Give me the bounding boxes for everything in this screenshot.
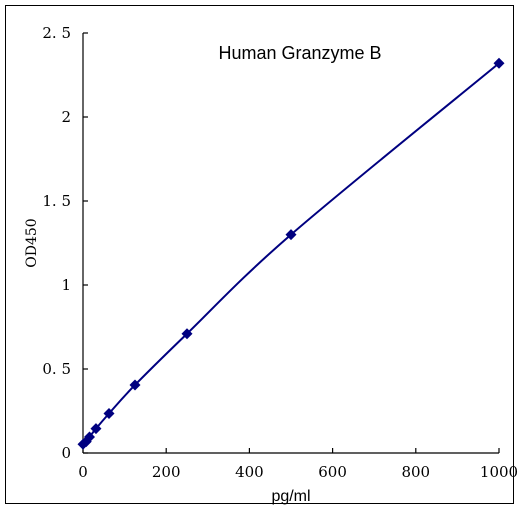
data-point (285, 229, 297, 241)
x-tick-label: 0 (78, 463, 88, 481)
data-point (90, 423, 102, 435)
x-tick-label: 400 (235, 463, 264, 481)
y-ticks: 0 0. 5 1 1. 5 2 2. 5 (42, 24, 88, 462)
chart-frame (5, 5, 514, 504)
x-tick-label: 600 (318, 463, 347, 481)
data-point (129, 379, 141, 391)
chart-title: Human Granzyme B (218, 43, 381, 63)
x-tick-label: 200 (152, 463, 181, 481)
y-axis-label: OD450 (24, 218, 40, 267)
x-axis-label: pg/ml (271, 488, 310, 505)
axes (82, 33, 499, 454)
y-tick-label: 2. 5 (42, 24, 71, 42)
y-tick-label: 1 (61, 276, 71, 294)
y-tick-label: 2 (61, 108, 71, 126)
y-tick-label: 0. 5 (42, 360, 71, 378)
x-tick-label: 800 (401, 463, 430, 481)
y-tick-label: 1. 5 (42, 192, 71, 210)
data-point (493, 57, 505, 69)
y-tick-label: 0 (61, 444, 71, 462)
series-curve (82, 62, 500, 446)
x-tick-label: 1000 (480, 463, 518, 481)
data-point (83, 431, 95, 443)
data-point (181, 328, 193, 340)
series-markers (77, 57, 505, 450)
x-ticks: 0 200 400 600 800 1000 (78, 448, 518, 481)
data-point (103, 408, 115, 420)
